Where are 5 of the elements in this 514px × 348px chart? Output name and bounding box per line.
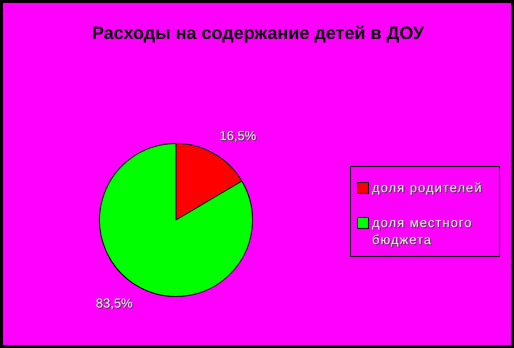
data-label: 16,5% [220,128,258,144]
legend-label: доля родителей [372,179,482,196]
chart-title: Расходы на содержание детей в ДОУ [90,22,426,45]
data-label: 83,5% [96,296,134,312]
legend-label: доля местного бюджета [372,214,474,248]
